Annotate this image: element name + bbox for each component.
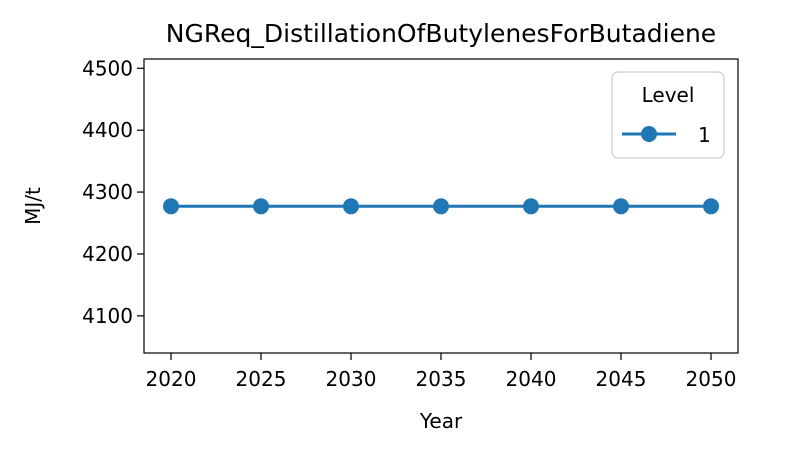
plot-area: 2020 2025 2030 2035 2040 2045 2050 4100 4200 4300…: [82, 56, 739, 391]
y-tick-label: 4300: [82, 180, 133, 204]
y-tick-label: 4100: [82, 304, 133, 328]
legend-title: Level: [642, 83, 695, 107]
x-tick-label: 2020: [146, 367, 197, 391]
x-tick-label: 2030: [326, 367, 377, 391]
plot-frame: [143, 58, 739, 354]
legend: Level 1: [611, 71, 725, 159]
y-tick-label: 4400: [82, 118, 133, 142]
data-point: [523, 198, 539, 215]
y-tick-label: 4200: [82, 242, 133, 266]
legend-frame: [611, 71, 725, 159]
x-tick-label: 2045: [596, 367, 647, 391]
data-point: [253, 198, 269, 215]
data-point: [703, 198, 719, 215]
data-point: [163, 198, 179, 215]
x-tick-label: 2035: [416, 367, 467, 391]
data-point: [613, 198, 629, 215]
x-tick-label: 2040: [506, 367, 557, 391]
x-tick-label: 2025: [236, 367, 287, 391]
x-tick-label: 2050: [686, 367, 737, 391]
x-axis-label: Year: [419, 409, 463, 433]
legend-series-marker: [641, 126, 657, 142]
y-tick-label: 4500: [82, 56, 133, 80]
y-axis-label: MJ/t: [21, 187, 45, 225]
chart-title: NGReq_DistillationOfButylenesForButadien…: [166, 19, 716, 48]
data-point: [433, 198, 449, 215]
legend-series-label: 1: [698, 123, 711, 147]
data-point: [343, 198, 359, 215]
